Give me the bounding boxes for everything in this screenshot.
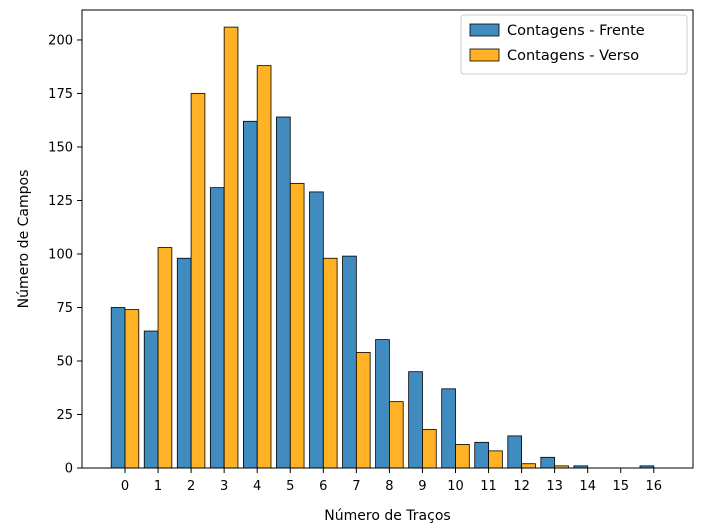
- bar-verso-0: [124, 309, 140, 469]
- bar-frente-10: [441, 388, 456, 469]
- x-axis-label: Número de Traços: [324, 508, 450, 524]
- x-tick-label: 0: [121, 479, 129, 494]
- x-axis: 0 1 2 3 4 5 6 7 8 9 10 11 12 13 14 15 16: [121, 468, 662, 494]
- bar-frente-1: [143, 330, 159, 469]
- bar-frente-6: [309, 191, 324, 469]
- y-tick-label: 100: [48, 247, 73, 262]
- bar-verso-12: [521, 463, 536, 469]
- y-tick-label: 50: [56, 354, 73, 369]
- bar-verso-8: [388, 401, 404, 469]
- bar-verso-11: [488, 450, 503, 469]
- legend: Contagens - Frente Contagens - Verso: [460, 14, 688, 75]
- x-tick-label: 14: [579, 479, 596, 494]
- plot-frame: [81, 9, 694, 469]
- x-tick-label: 9: [418, 479, 426, 494]
- legend-label-verso: Contagens - Verso: [507, 48, 639, 64]
- x-tick-label: 2: [187, 479, 195, 494]
- x-tick-label: 7: [352, 479, 360, 494]
- bar-frente-4: [242, 120, 258, 469]
- bar-verso-1: [157, 247, 173, 469]
- bar-frente-7: [342, 255, 357, 469]
- x-tick-label: 5: [286, 479, 294, 494]
- x-tick-label: 4: [253, 479, 261, 494]
- x-tick-label: 16: [646, 479, 663, 494]
- bar-frente-13: [540, 456, 556, 469]
- x-tick-label: 15: [612, 479, 629, 494]
- bar-frente-8: [375, 339, 390, 469]
- x-tick-label: 8: [385, 479, 393, 494]
- x-tick-label: 13: [546, 479, 563, 494]
- x-tick-label: 12: [513, 479, 530, 494]
- y-tick-label: 125: [48, 194, 73, 209]
- legend-label-frente: Contagens - Frente: [507, 23, 645, 39]
- legend-box: [460, 14, 688, 75]
- bar-verso-5: [289, 182, 305, 469]
- y-tick-label: 200: [48, 33, 73, 48]
- y-axis: 0 25 50 75 100 125 150 175 200: [48, 33, 82, 477]
- bar-verso-10: [455, 444, 470, 469]
- y-tick-label: 150: [48, 140, 73, 155]
- x-tick-label: 10: [447, 479, 464, 494]
- bar-frente-11: [474, 441, 489, 469]
- x-tick-label: 1: [154, 479, 162, 494]
- bars-layer: [110, 26, 655, 469]
- y-axis-label: Número de Campos: [16, 170, 32, 309]
- bar-verso-4: [256, 65, 272, 469]
- bar-verso-9: [422, 429, 437, 469]
- bar-verso-6: [322, 257, 338, 469]
- bar-verso-7: [355, 352, 371, 469]
- bar-verso-2: [190, 93, 206, 469]
- bar-verso-3: [223, 26, 239, 469]
- bar-frente-3: [209, 187, 225, 469]
- legend-swatch-frente: [469, 23, 500, 37]
- x-tick-label: 6: [319, 479, 327, 494]
- bar-frente-5: [276, 116, 291, 469]
- bar-frente-0: [110, 307, 126, 469]
- bar-frente-12: [507, 435, 522, 469]
- legend-swatch-verso: [469, 48, 500, 62]
- x-tick-label: 3: [220, 479, 228, 494]
- bar-frente-2: [176, 257, 192, 469]
- y-tick-label: 25: [56, 408, 73, 423]
- y-tick-label: 175: [48, 87, 73, 102]
- x-tick-label: 11: [480, 479, 497, 494]
- bar-frente-9: [408, 371, 423, 469]
- y-tick-label: 75: [56, 301, 73, 316]
- y-tick-label: 0: [65, 462, 73, 477]
